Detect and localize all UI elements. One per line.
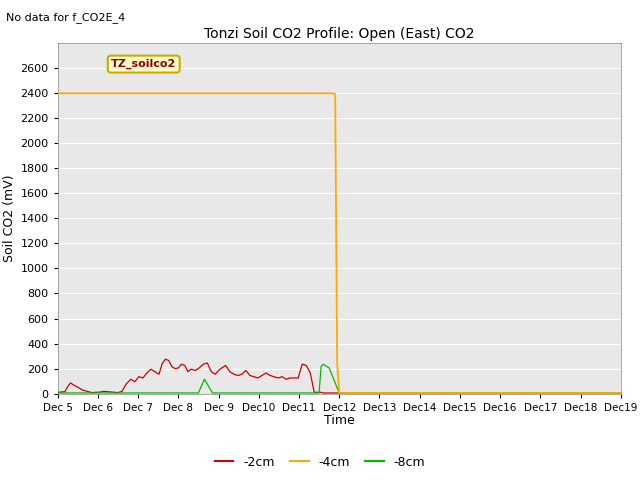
- Text: TZ_soilco2: TZ_soilco2: [111, 59, 177, 69]
- Title: Tonzi Soil CO2 Profile: Open (East) CO2: Tonzi Soil CO2 Profile: Open (East) CO2: [204, 27, 474, 41]
- X-axis label: Time: Time: [324, 414, 355, 427]
- Legend: -2cm, -4cm, -8cm: -2cm, -4cm, -8cm: [209, 451, 431, 474]
- Y-axis label: Soil CO2 (mV): Soil CO2 (mV): [3, 175, 16, 262]
- Text: No data for f_CO2E_4: No data for f_CO2E_4: [6, 12, 125, 23]
